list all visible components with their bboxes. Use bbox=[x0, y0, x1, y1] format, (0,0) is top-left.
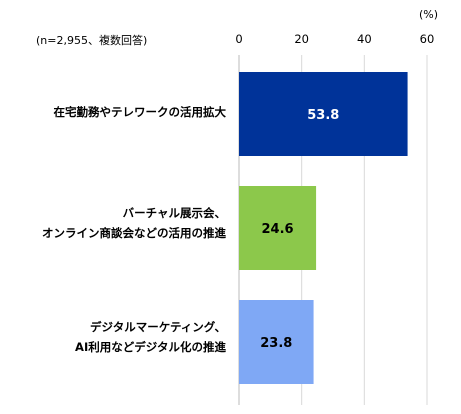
x-tick-label-20: 20 bbox=[294, 32, 309, 46]
category-label-1-line-1: 在宅勤務やテレワークの活用拡大 bbox=[53, 105, 227, 119]
category-label-3-line-1: デジタルマーケティング、 bbox=[89, 320, 226, 334]
category-label-2-line-1: バーチャル展示会、 bbox=[122, 206, 226, 220]
category-label-3-line-2: AI利用などデジタル化の推進 bbox=[75, 340, 226, 354]
bar-value-label-1: 53.8 bbox=[307, 108, 339, 123]
unit-label: (%) bbox=[419, 8, 439, 21]
sample-note: (n=2,955、複数回答) bbox=[36, 34, 148, 47]
bar-3 bbox=[239, 300, 314, 384]
x-tick-label-60: 60 bbox=[420, 32, 435, 46]
bar-2 bbox=[239, 186, 317, 270]
category-label-3: デジタルマーケティング、 AI利用などデジタル化の推進 bbox=[0, 317, 226, 357]
category-label-2: バーチャル展示会、 オンライン商談会などの活用の推進 bbox=[0, 203, 226, 243]
category-label-1: 在宅勤務やテレワークの活用拡大 bbox=[0, 102, 227, 122]
x-tick-label-40: 40 bbox=[357, 32, 372, 46]
x-tick-label-0: 0 bbox=[235, 32, 242, 46]
bar-value-label-2: 24.6 bbox=[262, 222, 294, 237]
bar-value-label-3: 23.8 bbox=[260, 336, 292, 351]
category-label-2-line-2: オンライン商談会などの活用の推進 bbox=[42, 226, 226, 240]
bar-1 bbox=[239, 72, 408, 156]
